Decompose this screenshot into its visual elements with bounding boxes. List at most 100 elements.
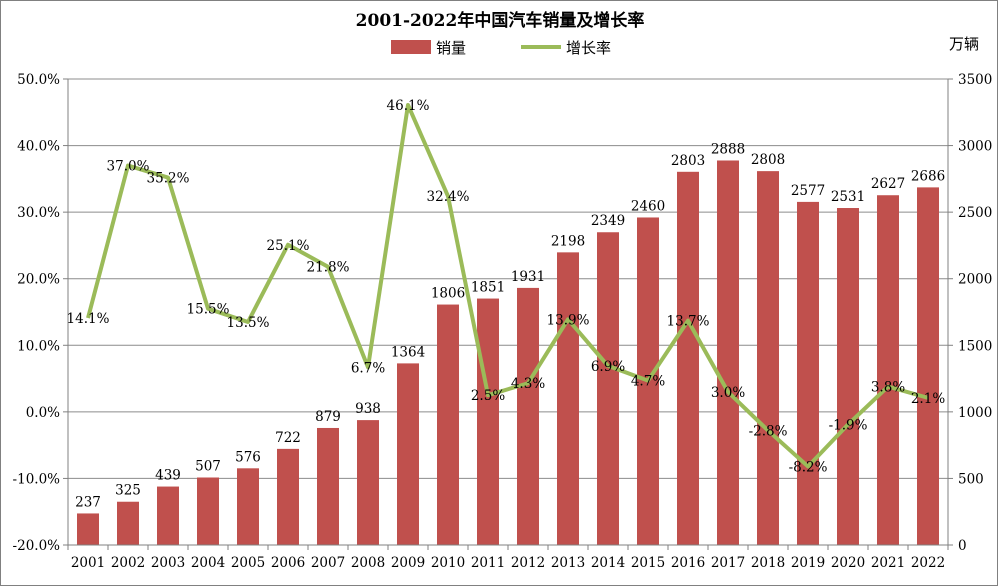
- sales-value-label: 325: [115, 483, 141, 499]
- sales-value-label: 1851: [471, 280, 505, 296]
- legend-swatch-sales: [391, 40, 431, 54]
- x-axis-tick-label: 2015: [631, 555, 665, 571]
- sales-value-label: 2460: [631, 198, 665, 214]
- x-axis-tick-label: 2008: [351, 555, 385, 571]
- left-axis-tick-label: -10.0%: [13, 471, 61, 487]
- sales-bar: [477, 298, 499, 545]
- sales-bar: [797, 201, 819, 545]
- sales-value-label: 722: [275, 430, 301, 446]
- growth-rate-label: 25.1%: [267, 238, 310, 254]
- x-axis-tick-label: 2005: [231, 555, 265, 571]
- sales-bar: [717, 160, 739, 545]
- sales-bar: [557, 252, 579, 546]
- x-axis-tick-label: 2002: [111, 555, 145, 571]
- growth-line: [86, 102, 929, 469]
- sales-value-label: 2888: [711, 141, 745, 157]
- sales-bar: [917, 187, 939, 545]
- x-axis-tick-label: 2020: [831, 555, 865, 571]
- sales-bars: [77, 160, 939, 546]
- right-axis-tick-label: 3500: [958, 72, 992, 88]
- sales-bar: [157, 486, 179, 545]
- chart-title: 2001-2022年中国汽车销量及增长率: [356, 10, 645, 31]
- sales-bar: [117, 501, 139, 545]
- growth-rate-label: -2.8%: [749, 423, 788, 439]
- growth-rate-line: [86, 102, 929, 469]
- x-axis-tick-label: 2021: [871, 555, 905, 571]
- sales-value-label: 2686: [911, 168, 945, 184]
- sales-value-label: 439: [155, 468, 181, 484]
- sales-value-label: 879: [315, 409, 341, 425]
- sales-bar: [277, 448, 299, 545]
- growth-rate-label: 6.9%: [591, 359, 625, 375]
- left-axis-tick-label: 20.0%: [17, 272, 60, 288]
- sales-bar: [237, 468, 259, 545]
- sales-value-label: 2627: [871, 176, 905, 192]
- x-axis-tick-label: 2004: [191, 555, 225, 571]
- sales-value-label: 2808: [751, 152, 785, 168]
- x-axis-tick-label: 2001: [71, 555, 105, 571]
- left-axis-tick-label: 10.0%: [17, 338, 60, 354]
- legend: 销量 增长率: [391, 39, 611, 57]
- sales-bar: [877, 195, 899, 546]
- growth-rate-label: 21.8%: [307, 260, 350, 276]
- x-axis-tick-label: 2013: [551, 555, 585, 571]
- sales-bar: [317, 427, 339, 545]
- growth-rate-label: 13.5%: [227, 315, 270, 331]
- left-axis-tick-label: 30.0%: [17, 205, 60, 221]
- sales-value-label: 2198: [551, 233, 585, 249]
- x-axis-tick-label: 2009: [391, 555, 425, 571]
- right-axis-unit: 万辆: [949, 35, 979, 53]
- sales-bar: [77, 513, 99, 545]
- growth-rate-label: 32.4%: [427, 189, 470, 205]
- x-axis-tick-label: 2022: [911, 555, 945, 571]
- left-axis-tick-label: 0.0%: [26, 405, 60, 421]
- legend-label-growth: 增长率: [566, 39, 611, 57]
- x-axis-tick-label: 2017: [711, 555, 745, 571]
- sales-value-label: 2349: [591, 213, 625, 229]
- axes: [63, 78, 953, 550]
- growth-rate-label: 6.7%: [351, 360, 385, 376]
- growth-rate-label: 37.0%: [107, 159, 150, 175]
- growth-rate-label: 46.1%: [387, 98, 430, 114]
- sales-bar: [757, 171, 779, 545]
- sales-value-label: 2577: [791, 183, 825, 199]
- growth-rate-label: 4.3%: [511, 376, 545, 392]
- x-axis-tick-label: 2011: [471, 555, 505, 571]
- growth-rate-label: 14.1%: [67, 311, 110, 327]
- growth-rate-label: 35.2%: [147, 171, 190, 187]
- right-axis-tick-label: 0: [958, 538, 967, 554]
- x-axis-tick-label: 2012: [511, 555, 545, 571]
- x-axis-tick-label: 2016: [671, 555, 705, 571]
- sales-value-label: 507: [195, 458, 221, 474]
- sales-bar: [357, 420, 379, 545]
- sales-value-label: 576: [235, 449, 261, 465]
- sales-bar: [197, 477, 219, 545]
- right-axis-tick-label: 2500: [958, 205, 992, 221]
- gridlines: [68, 78, 948, 479]
- right-axis-tick-label: 3000: [958, 139, 992, 155]
- growth-rate-label: 3.8%: [871, 380, 905, 396]
- growth-rate-label: 2.1%: [911, 391, 945, 407]
- right-axis-tick-label: 1000: [958, 405, 992, 421]
- left-axis-tick-label: 40.0%: [17, 139, 60, 155]
- x-axis-tick-label: 2007: [311, 555, 345, 571]
- tick-labels: 50.0% 40.0% 30.0% 20.0% 10.0% 0.0% -10.0% -20.0…: [13, 72, 993, 571]
- sales-value-label: 2803: [671, 153, 705, 169]
- growth-rate-label: -1.9%: [829, 418, 868, 434]
- growth-rate-label: 2.5%: [471, 388, 505, 404]
- x-axis-tick-label: 2003: [151, 555, 185, 571]
- legend-label-sales: 销量: [436, 39, 466, 57]
- x-axis-tick-label: 2006: [271, 555, 305, 571]
- sales-bar: [437, 304, 459, 545]
- sales-value-label: 237: [75, 494, 101, 510]
- sales-bar: [597, 232, 619, 545]
- sales-value-label: 1806: [431, 286, 465, 302]
- sales-bar: [837, 208, 859, 545]
- growth-rate-label: 13.7%: [667, 314, 710, 330]
- right-axis-tick-label: 2000: [958, 272, 992, 288]
- right-axis-tick-label: 500: [958, 471, 984, 487]
- growth-rate-label: 13.9%: [547, 312, 590, 328]
- left-axis-tick-label: -20.0%: [13, 538, 61, 554]
